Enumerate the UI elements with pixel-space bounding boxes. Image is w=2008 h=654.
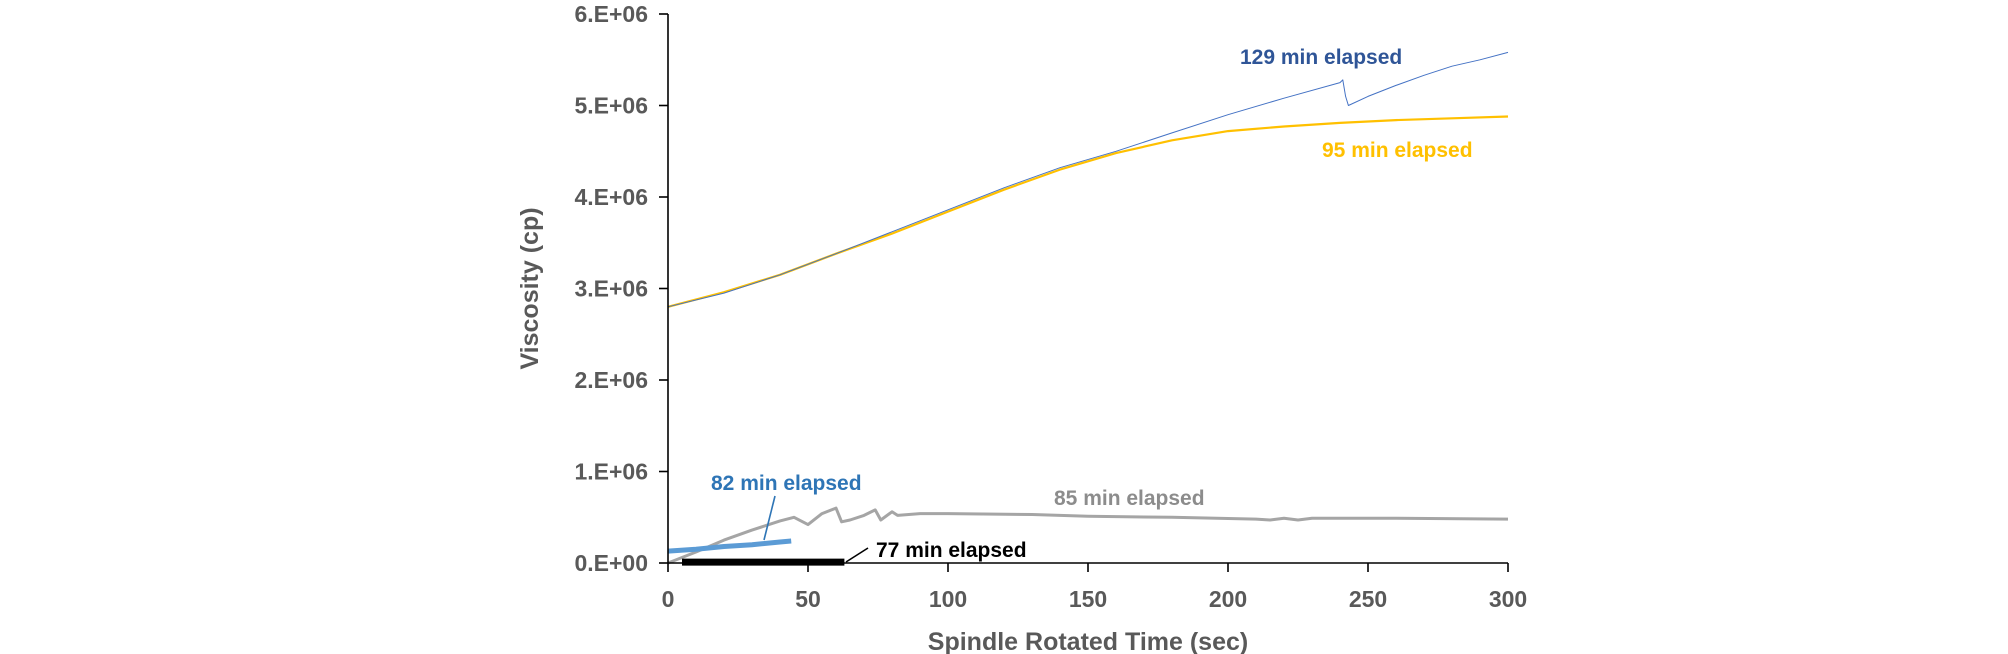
x-tick-label: 300	[1489, 586, 1527, 612]
x-tick-label: 150	[1069, 586, 1107, 612]
leader-line-82-min	[763, 495, 776, 541]
y-tick-label: 1.E+06	[574, 459, 648, 485]
y-tick-label: 5.E+06	[574, 93, 648, 119]
y-tick-label: 3.E+06	[574, 276, 648, 302]
y-tick-label: 2.E+06	[574, 367, 648, 393]
annotation-77-min: 77 min elapsed	[876, 539, 1027, 562]
y-tick-label: 0.E+00	[574, 550, 648, 576]
series-line-82-min-elapsed	[667, 538, 792, 554]
x-axis-title: Spindle Rotated Time (sec)	[928, 628, 1248, 654]
annotation-82-min: 82 min elapsed	[711, 472, 862, 495]
tick-layer: 0.E+00 1.E+06 2.E+06 3.E+06 4.E+06 5.E+06 6.E+…	[574, 1, 1527, 612]
x-tick-label: 250	[1349, 586, 1387, 612]
series-line-129-min-elapsed	[667, 51, 1509, 308]
x-tick-label: 200	[1209, 586, 1247, 612]
x-tick-label: 50	[795, 586, 821, 612]
annotation-85-min: 85 min elapsed	[1054, 487, 1205, 510]
annotation-129-min: 129 min elapsed	[1240, 46, 1402, 69]
annotation-layer: 129 min elapsed 95 min elapsed 85 min el…	[711, 46, 1473, 563]
x-tick-label: 100	[929, 586, 967, 612]
series-layer	[667, 51, 1509, 566]
y-tick-label: 4.E+06	[574, 184, 648, 210]
series-line-85-min-elapsed	[667, 506, 1509, 565]
y-tick-label: 6.E+06	[574, 1, 648, 27]
annotation-95-min: 95 min elapsed	[1322, 139, 1473, 162]
leader-line-77-min	[845, 547, 869, 563]
y-axis-title: Viscosity (cp)	[516, 207, 544, 369]
x-tick-label: 0	[662, 586, 675, 612]
